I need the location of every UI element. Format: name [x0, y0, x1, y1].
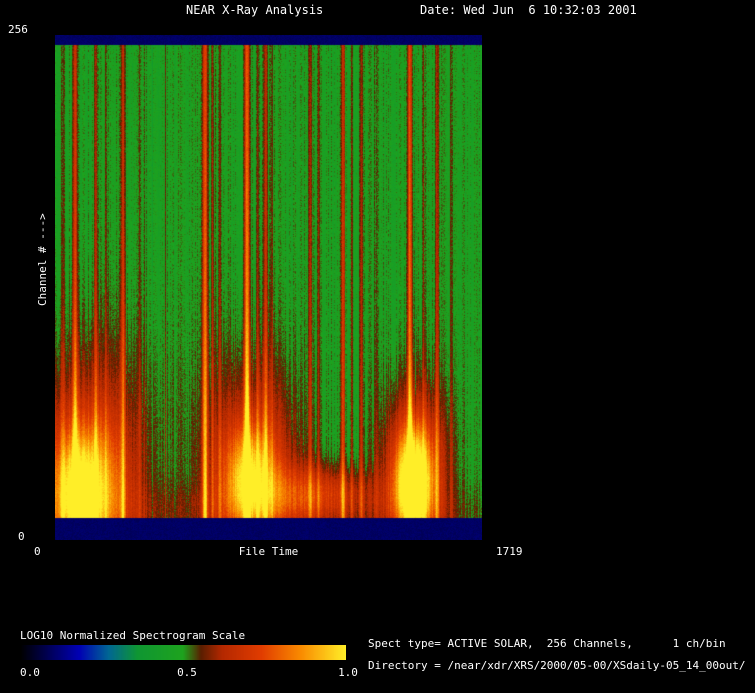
colorbar-tick-mid: 0.5 [177, 666, 197, 679]
x-axis-max-tick: 1719 [496, 545, 523, 558]
y-axis-max-tick: 256 [8, 23, 28, 36]
date-label: Date: Wed Jun 6 10:32:03 2001 [420, 3, 637, 17]
colorbar-tick-min: 0.0 [20, 666, 40, 679]
colorbar-label: LOG10 Normalized Spectrogram Scale [20, 629, 246, 642]
x-axis-min-tick: 0 [34, 545, 41, 558]
spectrogram-plot [55, 35, 482, 540]
colorbar-tick-max: 1.0 [338, 666, 358, 679]
y-axis-min-tick: 0 [18, 530, 25, 543]
x-axis-title: File Time [238, 545, 299, 558]
y-axis-title: Channel # ---> [36, 213, 49, 306]
directory-info: Directory = /near/xdr/XRS/2000/05-00/XSd… [368, 659, 746, 672]
spect-type-info: Spect type= ACTIVE SOLAR, 256 Channels, … [368, 637, 726, 650]
colorbar [20, 645, 346, 660]
window-title: NEAR X-Ray Analysis [186, 3, 324, 17]
